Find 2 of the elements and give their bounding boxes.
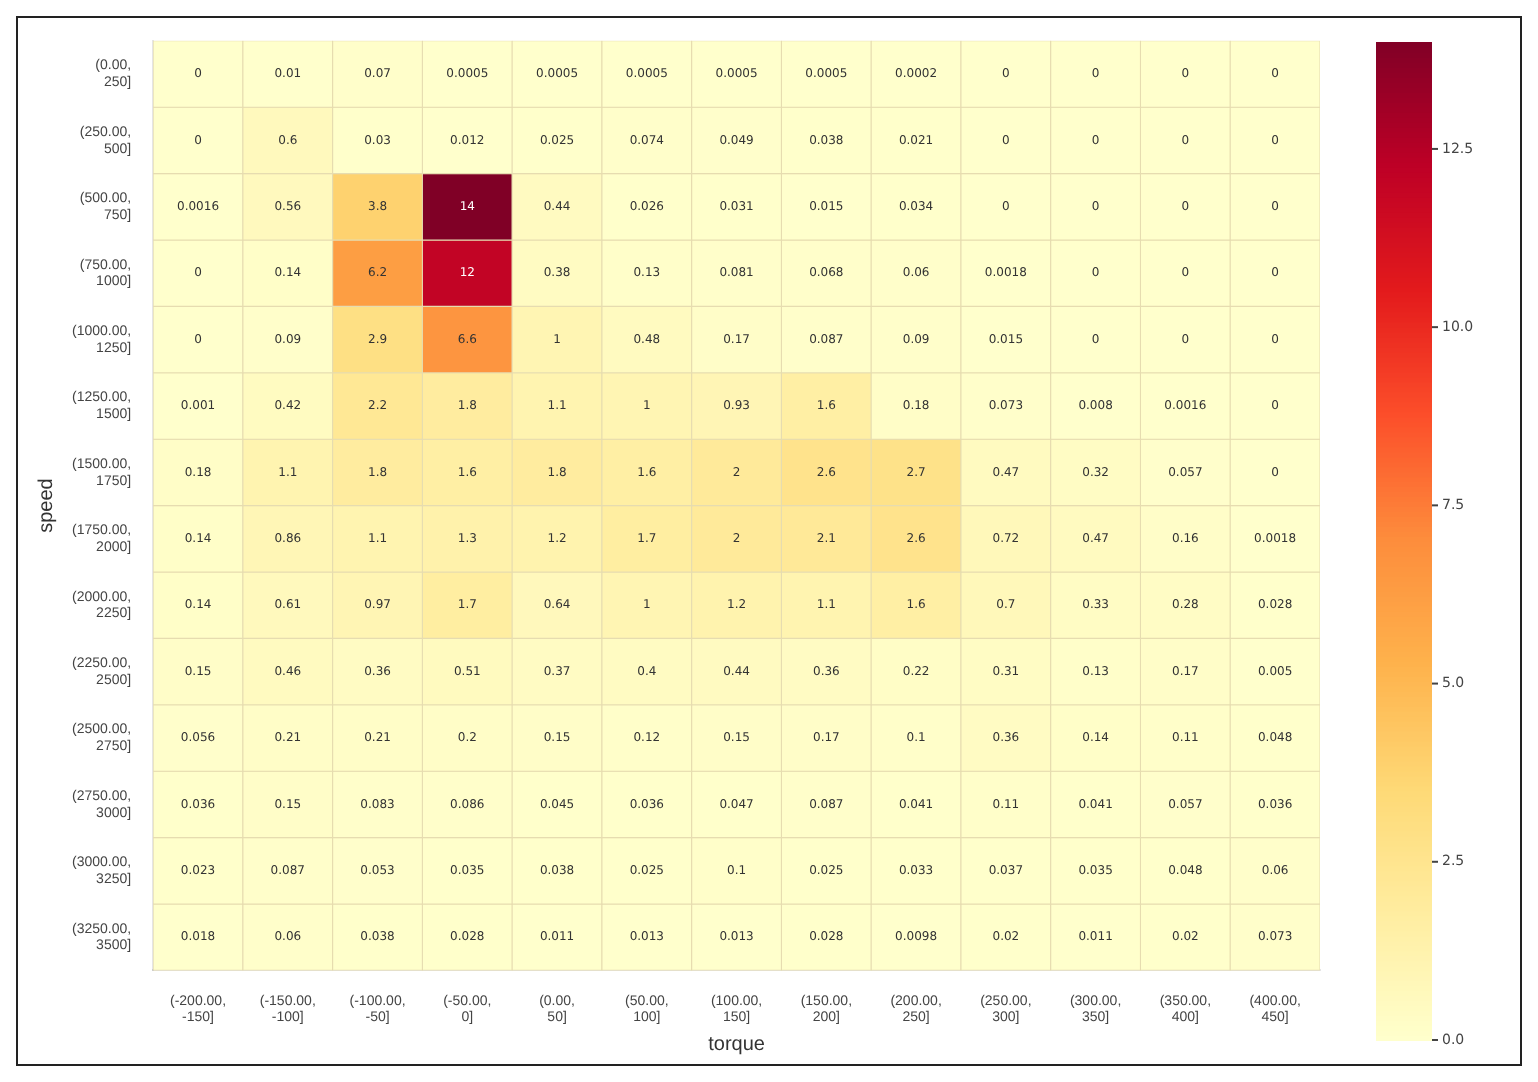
- y-axis-title: speed: [35, 478, 58, 533]
- x-axis-title: torque: [708, 1033, 766, 1056]
